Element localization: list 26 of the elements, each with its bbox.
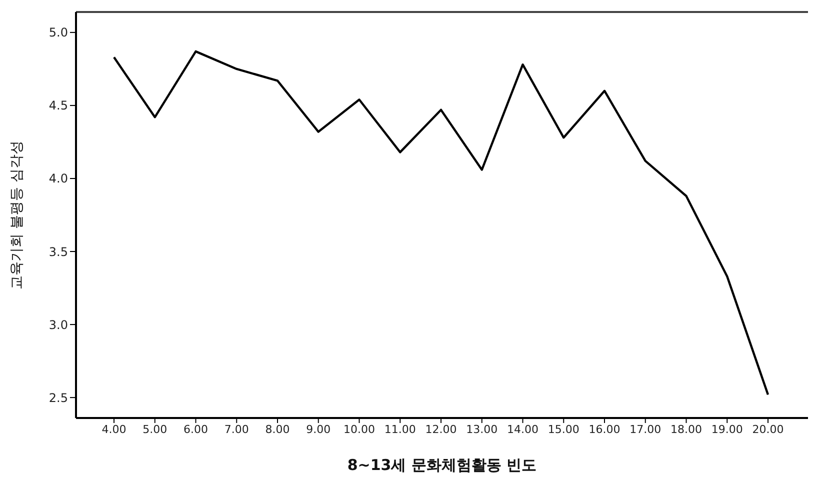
x-tick-label: 8.00 xyxy=(265,422,290,436)
x-tick-label: 4.00 xyxy=(102,422,126,436)
x-tick-label: 10.00 xyxy=(344,422,375,436)
x-tick-label: 9.00 xyxy=(306,422,331,436)
y-tick-label: 5.0 xyxy=(48,26,68,40)
x-tick-label: 5.00 xyxy=(142,422,168,436)
x-axis-title: 8~13세 문화체험활동 빈도 xyxy=(347,456,537,474)
x-tick-label: 17.00 xyxy=(630,422,662,436)
x-tick-label: 7.00 xyxy=(224,422,249,436)
y-axis-title: 교육기회 불평등 심각성 xyxy=(8,140,25,290)
x-tick-label: 11.00 xyxy=(384,422,416,436)
x-tick-label: 13.00 xyxy=(466,422,498,436)
y-tick-label: 4.5 xyxy=(48,98,68,113)
x-tick-label: 19.00 xyxy=(711,422,743,436)
y-tick-label: 2.5 xyxy=(48,390,68,405)
x-tick-label: 15.00 xyxy=(548,422,580,436)
x-tick-label: 6.00 xyxy=(184,422,208,436)
x-tick-label: 14.00 xyxy=(507,422,538,436)
x-tick-label: 16.00 xyxy=(588,422,620,436)
x-tick-label: 18.00 xyxy=(670,422,702,436)
x-tick-label: 12.00 xyxy=(425,422,457,436)
y-tick-label: 4.0 xyxy=(48,172,68,186)
y-tick-label: 3.5 xyxy=(48,244,68,259)
y-tick-label: 3.0 xyxy=(48,318,68,332)
x-tick-label: 20.00 xyxy=(752,422,784,436)
line-series xyxy=(112,50,770,396)
